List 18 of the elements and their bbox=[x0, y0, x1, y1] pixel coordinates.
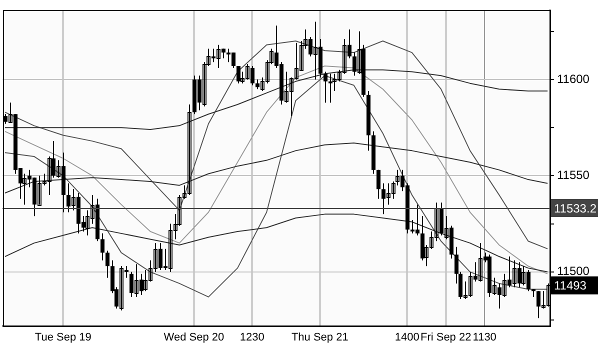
candlestick bbox=[328, 73, 332, 104]
candlestick bbox=[236, 66, 240, 84]
x-tick-label: 1230 bbox=[240, 331, 264, 344]
x-tick-label: Thu Sep 21 bbox=[291, 331, 348, 344]
candlestick bbox=[106, 250, 110, 278]
candlestick bbox=[324, 71, 328, 104]
x-tick-label: 1400 bbox=[394, 331, 420, 344]
candlestick bbox=[376, 169, 380, 200]
x-tick-label: Wed Sep 20 bbox=[164, 331, 224, 344]
x-tick-label: Fri Sep 22 bbox=[420, 331, 472, 344]
y-tick-label: 11550 bbox=[557, 168, 590, 182]
x-tick-label: 1130 bbox=[472, 331, 496, 344]
ref-line-label: 11533.2 bbox=[554, 201, 597, 216]
x-tick-label: Tue Sep 19 bbox=[34, 331, 92, 344]
candlestick bbox=[100, 232, 104, 261]
y-tick-label: 11600 bbox=[557, 72, 590, 86]
text: 11493 bbox=[554, 278, 587, 293]
y-tick-label: 11500 bbox=[557, 264, 590, 278]
